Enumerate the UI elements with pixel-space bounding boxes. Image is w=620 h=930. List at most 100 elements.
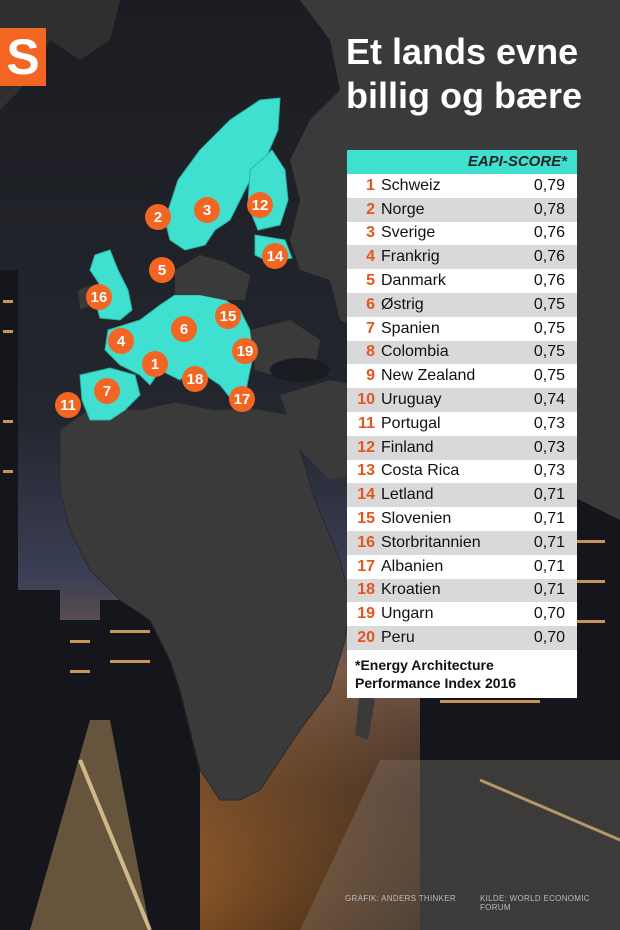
table-row: 18 Kroatien 0,71 — [347, 578, 577, 603]
footnote-line-2: Performance Index 2016 — [355, 674, 517, 691]
headline: Et lands evne billig og bære — [346, 30, 582, 118]
score-cell: 0,75 — [533, 343, 565, 361]
svg-text:7: 7 — [103, 383, 111, 400]
table-row: 2 Norge 0,78 — [347, 197, 577, 222]
table-row: 10 Uruguay 0,74 — [347, 388, 577, 412]
rank-cell: 11 — [358, 414, 375, 432]
score-cell: 0,76 — [533, 248, 565, 266]
svg-text:5: 5 — [158, 262, 166, 279]
score-cell: 0,76 — [533, 224, 565, 242]
headline-line-1: Et lands evne — [346, 31, 579, 72]
table-row: 8 Colombia 0,75 — [347, 340, 577, 365]
table-row: 12 Finland 0,73 — [347, 435, 577, 460]
map-marker: 15 — [215, 303, 241, 329]
map-marker: 5 — [149, 257, 175, 283]
rank-cell: 12 — [357, 438, 375, 456]
svg-text:1: 1 — [151, 356, 159, 373]
country-cell: Colombia — [381, 343, 449, 361]
score-cell: 0,74 — [533, 391, 565, 409]
rank-cell: 4 — [366, 248, 375, 266]
score-cell: 0,71 — [533, 486, 565, 504]
table-row: 7 Spanien 0,75 — [347, 316, 577, 341]
score-cell: 0,75 — [533, 367, 565, 385]
map-marker: 2 — [145, 204, 171, 230]
rank-cell: 18 — [357, 581, 375, 599]
rank-cell: 17 — [357, 557, 375, 575]
map-marker: 12 — [247, 192, 273, 218]
svg-text:15: 15 — [220, 308, 237, 325]
country-cell: Letland — [381, 486, 434, 504]
brand-logo: S — [0, 28, 46, 86]
svg-text:11: 11 — [60, 397, 76, 414]
source-credit: KILDE: WORLD ECONOMIC FORUM — [480, 894, 590, 912]
map-marker: 3 — [194, 197, 220, 223]
country-cell: Slovenien — [381, 510, 452, 528]
country-cell: Costa Rica — [381, 462, 460, 480]
rank-cell: 20 — [357, 629, 375, 647]
country-cell: Ungarn — [381, 605, 434, 623]
table-body: 1 Schweiz 0,79 2 Norge 0,78 3 Sverige 0,76 4 Frank… — [347, 174, 577, 650]
rank-cell: 7 — [366, 319, 375, 337]
table-row: 20 Peru 0,70 — [347, 626, 577, 650]
headline-line-2: billig og bære — [346, 75, 583, 116]
rank-cell: 3 — [366, 224, 375, 242]
map-marker: 6 — [171, 316, 197, 342]
score-cell: 0,71 — [533, 557, 565, 575]
map-marker: 19 — [232, 338, 258, 364]
country-cell: Peru — [381, 629, 415, 647]
country-cell: Schweiz — [381, 176, 441, 194]
svg-text:6: 6 — [180, 321, 188, 338]
table-row: 16 Storbritannien 0,71 — [347, 530, 577, 555]
svg-text:19: 19 — [237, 343, 254, 360]
country-cell: Østrig — [381, 295, 424, 313]
country-cell: Norge — [381, 200, 425, 218]
svg-text:14: 14 — [267, 248, 284, 265]
score-cell: 0,78 — [533, 200, 565, 218]
footnote: *Energy Architecture Performance Index 2… — [347, 649, 577, 698]
table-row: 1 Schweiz 0,79 — [347, 174, 577, 198]
score-cell: 0,75 — [533, 319, 565, 337]
svg-text:12: 12 — [252, 197, 269, 214]
rank-cell: 14 — [357, 486, 375, 504]
country-cell: Danmark — [381, 272, 446, 290]
country-cell: Frankrig — [381, 248, 440, 266]
country-cell: Storbritannien — [381, 533, 481, 551]
europe-highlight — [77, 97, 293, 421]
country-cell: Portugal — [381, 414, 441, 432]
score-cell: 0,73 — [533, 462, 565, 480]
score-cell: 0,71 — [533, 510, 565, 528]
score-cell: 0,70 — [533, 605, 565, 623]
rank-cell: 15 — [357, 510, 375, 528]
ranking-table: EAPI-SCORE* 1 Schweiz 0,79 2 Norge 0,78 3 Sveri… — [347, 150, 577, 698]
table-row: 5 Danmark 0,76 — [347, 269, 577, 293]
table-row: 9 New Zealand 0,75 — [347, 364, 577, 389]
score-cell: 0,70 — [533, 629, 565, 647]
table-row: 15 Slovenien 0,71 — [347, 507, 577, 531]
table-row: 17 Albanien 0,71 — [347, 554, 577, 579]
rank-cell: 13 — [357, 462, 375, 480]
country-cell: Uruguay — [381, 391, 442, 409]
rank-cell: 10 — [357, 391, 375, 409]
map-marker: 17 — [229, 386, 255, 412]
svg-text:2: 2 — [154, 209, 162, 226]
map-markers: 2 3 12 14 5 16 15 6 4 19 1 18 7 17 11 — [55, 192, 288, 418]
country-cell: Sverige — [381, 224, 436, 242]
rank-cell: 9 — [366, 367, 375, 385]
country-cell: Albanien — [381, 557, 444, 575]
map-marker: 1 — [142, 351, 168, 377]
table-header: EAPI-SCORE* — [347, 150, 577, 174]
country-cell: Kroatien — [381, 581, 441, 599]
country-cell: Finland — [381, 438, 434, 456]
country-cell: Spanien — [381, 319, 440, 337]
table-row: 6 Østrig 0,75 — [347, 292, 577, 317]
svg-text:3: 3 — [203, 202, 211, 219]
table-row: 14 Letland 0,71 — [347, 483, 577, 508]
rank-cell: 8 — [366, 343, 375, 361]
map-marker: 14 — [262, 243, 288, 269]
score-cell: 0,79 — [533, 176, 565, 194]
svg-text:16: 16 — [91, 289, 108, 306]
table-row: 13 Costa Rica 0,73 — [347, 459, 577, 484]
rank-cell: 5 — [366, 272, 375, 290]
table-row: 11 Portugal 0,73 — [347, 411, 577, 436]
score-cell: 0,73 — [533, 438, 565, 456]
